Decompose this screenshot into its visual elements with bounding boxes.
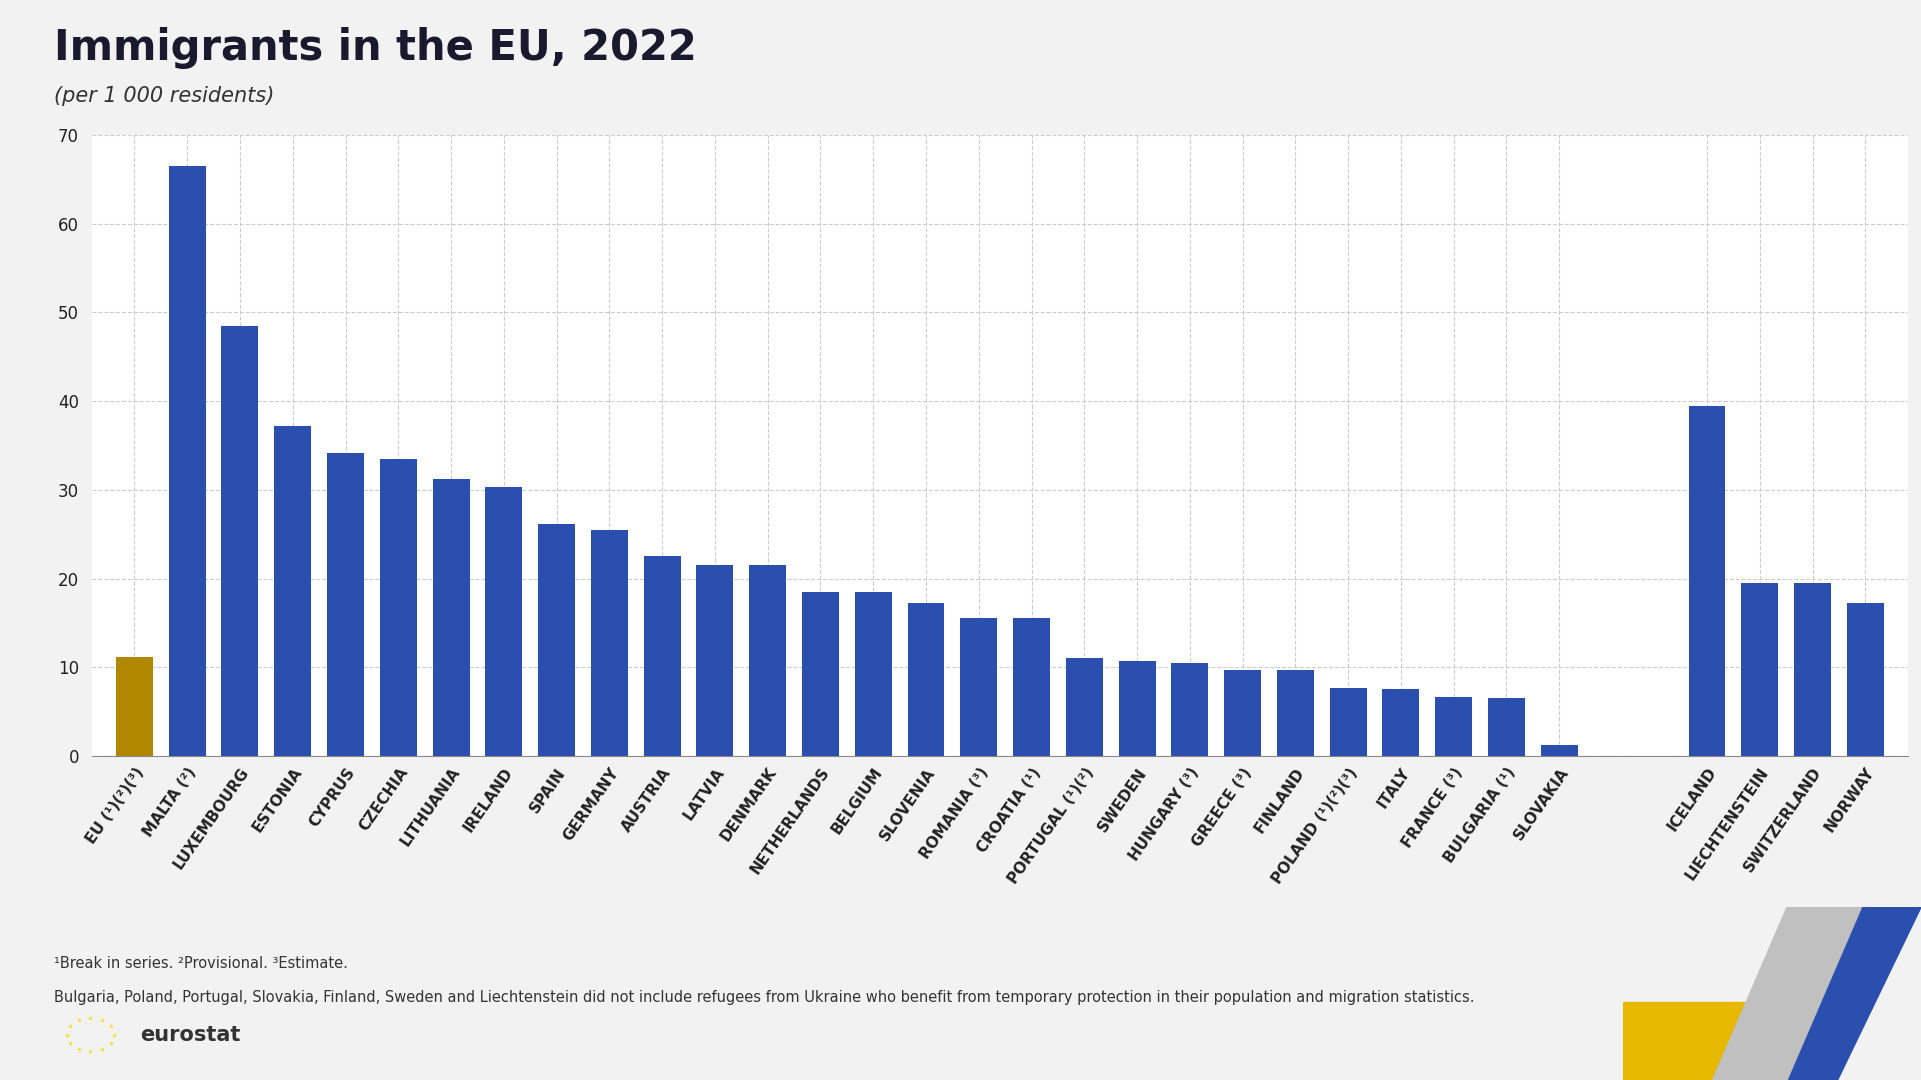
Bar	[644, 556, 680, 756]
Bar	[1435, 697, 1471, 756]
Bar	[1277, 670, 1314, 756]
Bar	[1224, 670, 1260, 756]
Bar	[1172, 663, 1208, 756]
Bar	[538, 524, 574, 756]
Text: (per 1 000 residents): (per 1 000 residents)	[54, 86, 275, 107]
Bar	[275, 426, 311, 756]
Bar	[1118, 661, 1156, 756]
Bar	[801, 592, 839, 756]
Bar	[749, 565, 786, 756]
Bar	[486, 487, 523, 756]
Text: ¹Break in series. ²Provisional. ³Estimate.: ¹Break in series. ²Provisional. ³Estimat…	[54, 956, 348, 971]
Bar	[380, 459, 417, 756]
Polygon shape	[1714, 907, 1861, 1080]
Bar	[1012, 619, 1051, 756]
Text: eurostat: eurostat	[140, 1025, 240, 1044]
Bar	[1689, 406, 1725, 756]
Bar	[169, 166, 206, 756]
Text: Bulgaria, Poland, Portugal, Slovakia, Finland, Sweden and Liechtenstein did not : Bulgaria, Poland, Portugal, Slovakia, Fi…	[54, 990, 1473, 1005]
Polygon shape	[1623, 1002, 1787, 1080]
Bar	[115, 657, 154, 756]
Bar	[327, 453, 363, 756]
Bar	[855, 592, 891, 756]
Bar	[1541, 745, 1577, 756]
Bar	[432, 480, 469, 756]
Bar	[907, 604, 945, 756]
Bar	[697, 565, 734, 756]
Bar	[1846, 604, 1885, 756]
Bar	[1489, 699, 1525, 756]
Bar	[221, 326, 259, 756]
Bar	[592, 530, 628, 756]
Polygon shape	[1779, 907, 1921, 1080]
Bar	[1329, 688, 1366, 756]
Bar	[1066, 659, 1103, 756]
Bar	[960, 619, 997, 756]
Text: Immigrants in the EU, 2022: Immigrants in the EU, 2022	[54, 27, 697, 69]
Bar	[1740, 583, 1779, 756]
Bar	[1383, 689, 1420, 756]
Bar	[1794, 583, 1831, 756]
